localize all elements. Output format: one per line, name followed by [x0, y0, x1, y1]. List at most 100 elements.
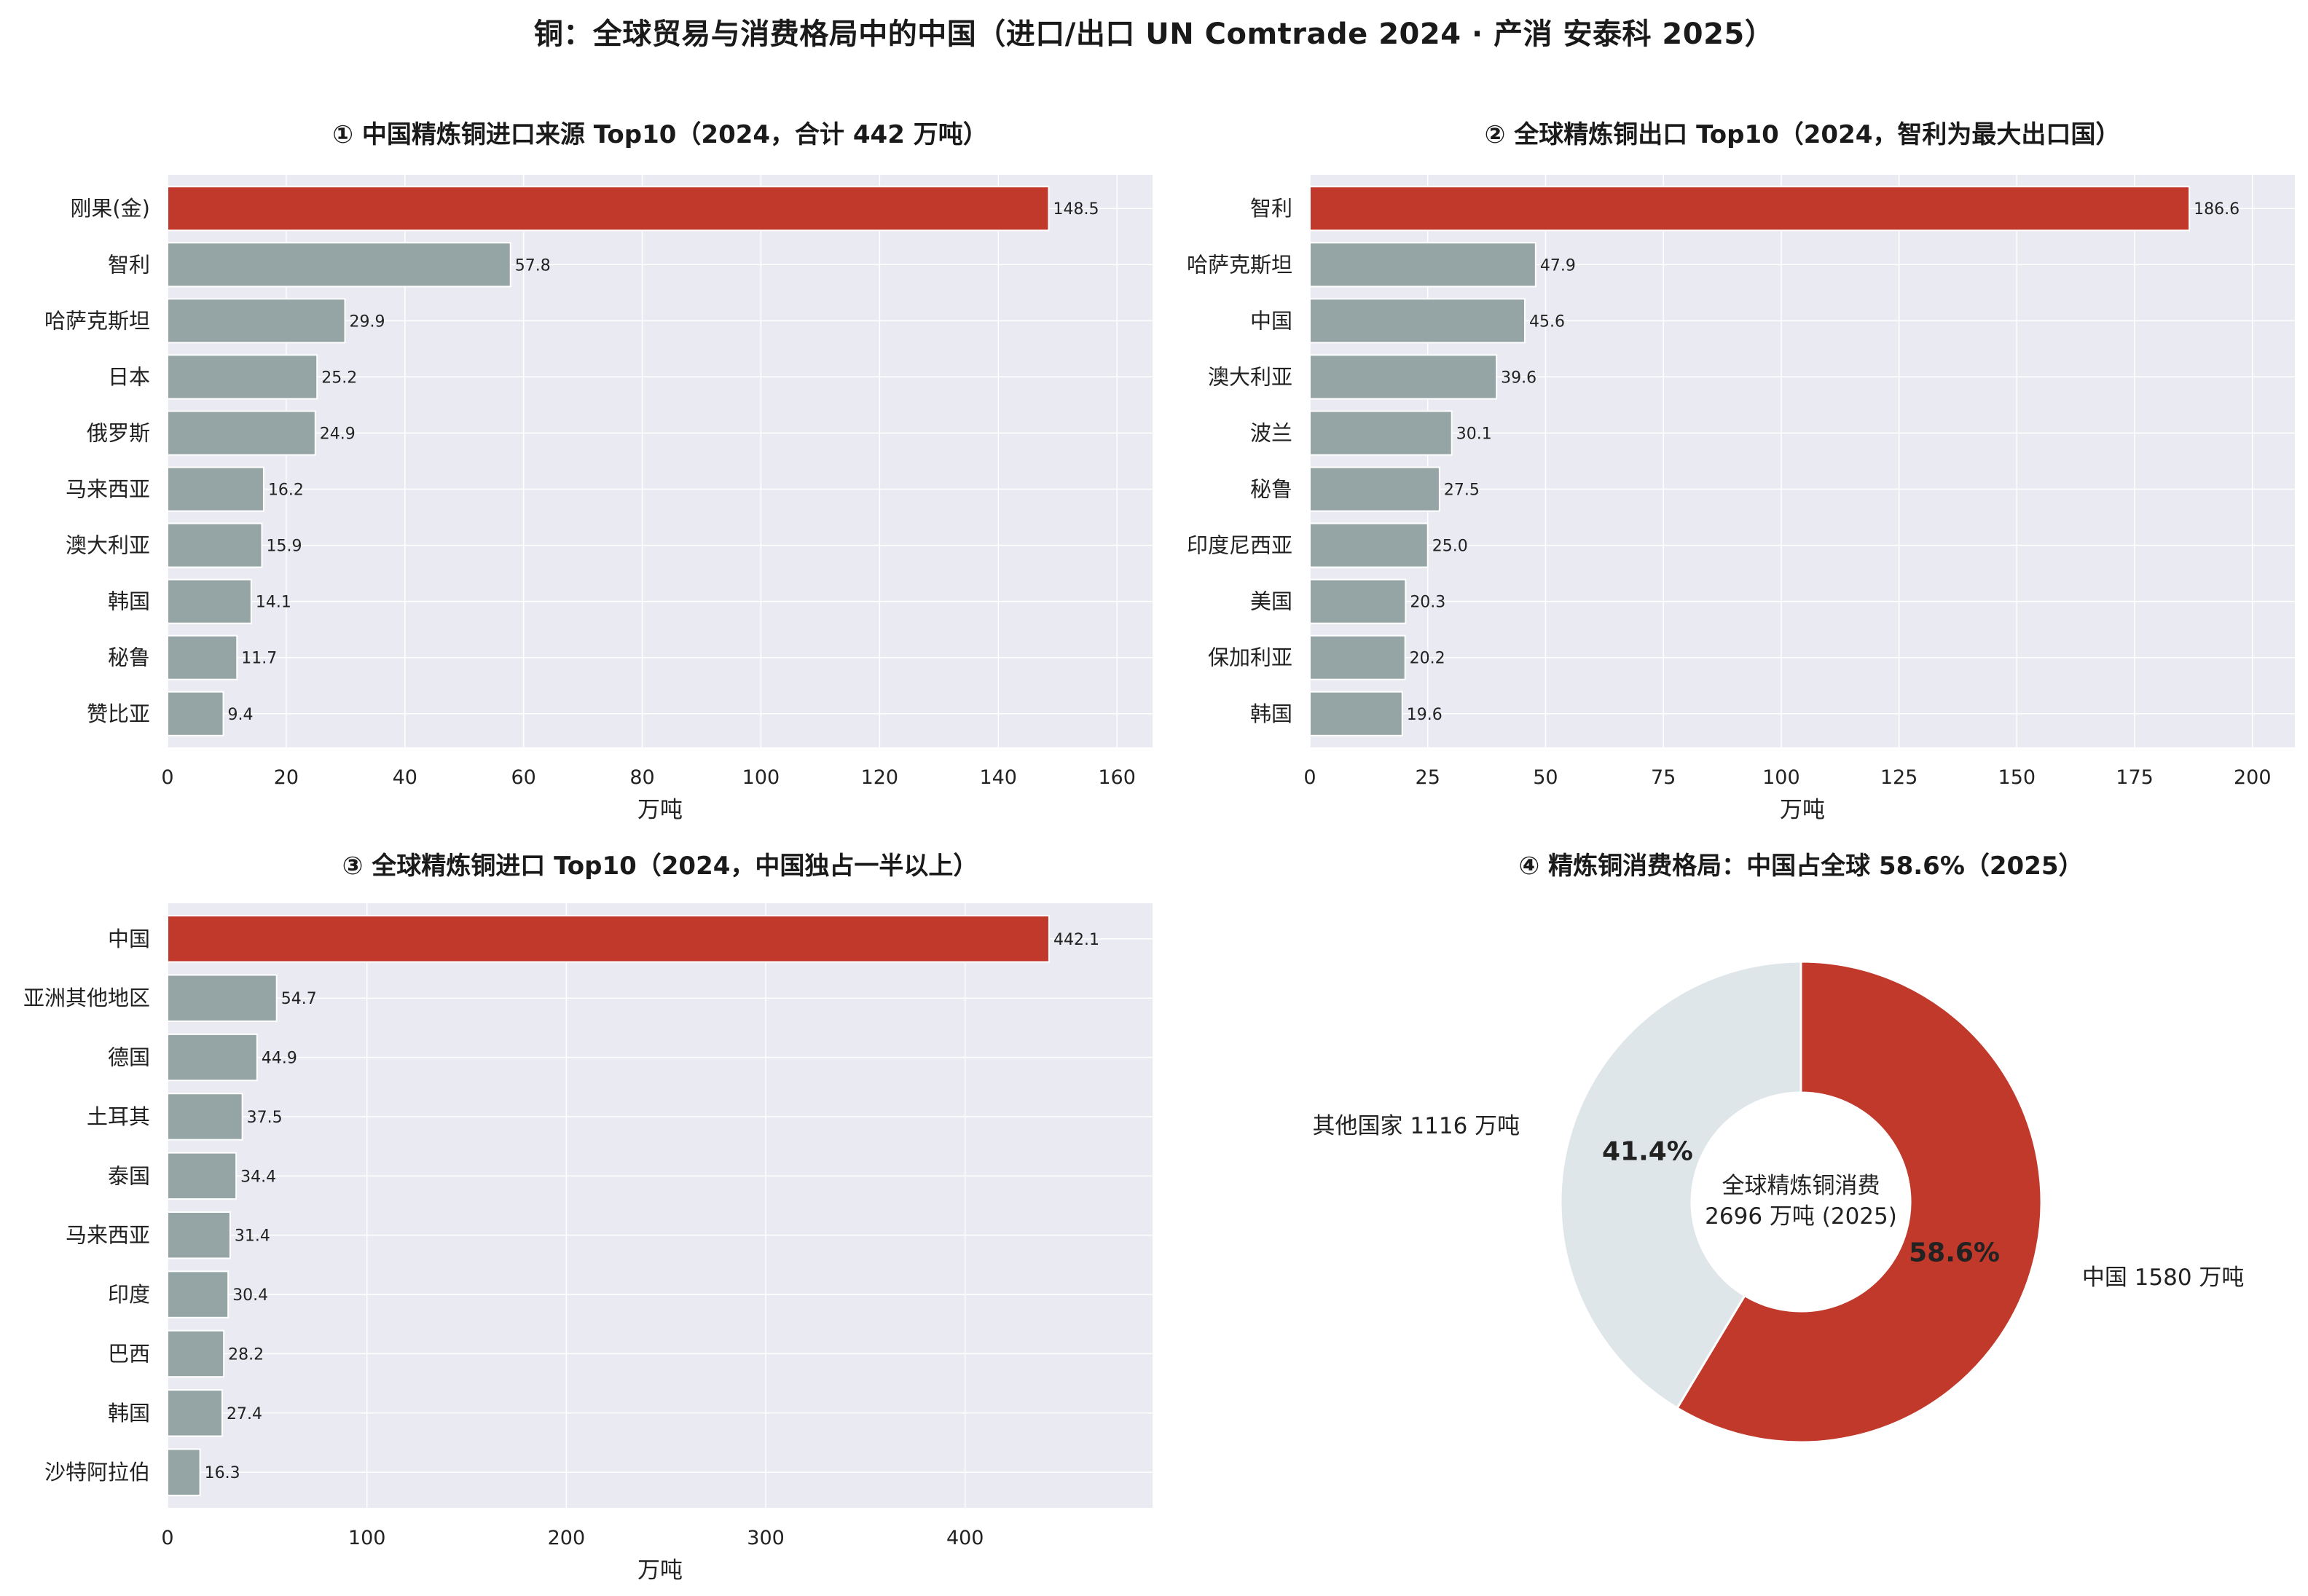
bar-value-label: 39.6: [1501, 369, 1536, 387]
plot-area: [168, 903, 1153, 1508]
bar-value-label: 47.9: [1540, 256, 1576, 275]
bar: [167, 298, 346, 344]
category-label: 澳大利亚: [66, 533, 150, 558]
bar-chart-2: ③ 全球精炼铜进口 Top10（2024，中国独占一半以上） 0 100 200 300…: [23, 852, 1153, 1584]
chart-title: ③ 全球精炼铜进口 Top10（2024，中国独占一半以上）: [342, 852, 978, 881]
donut-center-label: 全球精炼铜消费: [1722, 1173, 1880, 1199]
bar-value-label: 28.2: [228, 1345, 264, 1364]
panel-consumption-donut: ④ 精炼铜消费格局：中国占全球 58.6%（2025） 58.6% 中国 1580 …: [1151, 852, 2308, 1596]
bar-value-label: 20.2: [1410, 650, 1445, 668]
category-label: 智利: [1250, 196, 1292, 221]
bar-value-label: 30.4: [232, 1286, 268, 1305]
category-label: 澳大利亚: [1208, 364, 1292, 389]
bar-value-label: 15.9: [266, 538, 302, 556]
bar: [167, 1270, 229, 1318]
x-tick-label: 50: [1533, 766, 1558, 789]
category-label: 韩国: [108, 1401, 150, 1426]
category-label: 刚果(金): [70, 196, 150, 221]
bar: [167, 186, 1050, 232]
category-label: 土耳其: [87, 1104, 150, 1129]
x-tick-label: 200: [548, 1527, 586, 1549]
bar: [167, 1329, 225, 1378]
x-tick-label: 200: [2234, 766, 2272, 789]
chart-title: ② 全球精炼铜出口 Top10（2024，智利为最大出口国）: [1485, 120, 2121, 149]
x-tick-label: 0: [161, 766, 173, 789]
bar-value-label: 54.7: [281, 990, 317, 1008]
chart-title: ④ 精炼铜消费格局：中国占全球 58.6%（2025）: [1518, 852, 2083, 881]
bar-value-label: 19.6: [1407, 706, 1442, 724]
category-label: 智利: [108, 252, 150, 277]
category-label: 秘鲁: [108, 645, 150, 670]
donut-slice: [1559, 960, 1802, 1410]
bar-value-label: 29.9: [350, 312, 385, 331]
category-label: 巴西: [108, 1341, 150, 1366]
bar: [167, 1093, 243, 1141]
bar-value-label: 30.1: [1456, 425, 1492, 443]
x-tick-label: 400: [946, 1527, 984, 1549]
bar-value-label: 27.5: [1444, 481, 1480, 500]
category-label: 韩国: [108, 589, 150, 614]
panel-china-import-sources: ① 中国精炼铜进口来源 Top10（2024，合计 442 万吨） 0 20 40 60…: [0, 109, 1166, 838]
bar: [1309, 410, 1453, 456]
x-tick-label: 125: [1880, 766, 1918, 789]
category-label: 泰国: [108, 1163, 150, 1188]
category-label: 沙特阿拉伯: [44, 1460, 150, 1485]
x-tick-label: 160: [1098, 766, 1136, 789]
x-tick-label: 100: [1762, 766, 1800, 789]
x-tick-label: 80: [629, 766, 654, 789]
category-label: 马来西亚: [66, 1223, 150, 1248]
x-axis-label: 万吨: [1780, 797, 1825, 823]
bar: [167, 578, 252, 624]
x-tick-label: 60: [511, 766, 535, 789]
bar-value-label: 11.7: [241, 650, 277, 668]
slice-percent-label: 58.6%: [1909, 1238, 2000, 1267]
category-label: 中国: [108, 927, 150, 951]
x-tick-label: 20: [274, 766, 299, 789]
donut-center-label: 2696 万吨 (2025): [1705, 1203, 1897, 1230]
bar-value-label: 37.5: [247, 1109, 283, 1127]
bar-value-label: 44.9: [262, 1050, 297, 1068]
bar: [1309, 298, 1526, 344]
bar-chart-1: ② 全球精炼铜出口 Top10（2024，智利为最大出口国） 0 25 50 75 100…: [1187, 120, 2295, 823]
slice-label: 其他国家 1116 万吨: [1313, 1113, 1520, 1139]
x-axis-label: 万吨: [637, 1557, 683, 1584]
bar: [1309, 634, 1406, 680]
bar-value-label: 16.2: [268, 481, 304, 500]
bar: [167, 1033, 258, 1082]
bar-value-label: 14.1: [256, 594, 291, 612]
category-label: 德国: [108, 1045, 150, 1070]
bar: [167, 634, 238, 680]
category-label: 韩国: [1250, 701, 1292, 726]
slice-label: 中国 1580 万吨: [2082, 1265, 2245, 1291]
bar: [167, 691, 224, 736]
category-label: 中国: [1250, 308, 1292, 333]
category-label: 波兰: [1250, 420, 1292, 445]
bar: [1309, 522, 1429, 568]
category-label: 哈萨克斯坦: [44, 308, 150, 333]
bar: [167, 410, 316, 456]
panel-global-export-top10: ② 全球精炼铜出口 Top10（2024，智利为最大出口国） 0 25 50 75 100…: [1151, 109, 2308, 838]
category-label: 秘鲁: [1250, 477, 1292, 502]
bar-value-label: 27.4: [227, 1405, 262, 1423]
panel-global-import-top10: ③ 全球精炼铜进口 Top10（2024，中国独占一半以上） 0 100 200 300…: [0, 852, 1166, 1596]
bar: [167, 522, 263, 568]
bar-value-label: 9.4: [228, 706, 254, 724]
bar: [167, 466, 264, 512]
bar: [1309, 186, 2191, 232]
bar: [167, 1389, 223, 1437]
bar-value-label: 45.6: [1529, 312, 1565, 331]
category-label: 印度: [108, 1282, 150, 1307]
category-label: 日本: [108, 364, 150, 389]
bar-value-label: 16.3: [205, 1464, 240, 1482]
bar-value-label: 442.1: [1053, 931, 1099, 949]
x-tick-label: 75: [1651, 766, 1676, 789]
bar-chart-0: ① 中国精炼铜进口来源 Top10（2024，合计 442 万吨） 0 20 40 60…: [44, 120, 1153, 823]
donut-chart: ④ 精炼铜消费格局：中国占全球 58.6%（2025） 58.6% 中国 1580 …: [1313, 852, 2245, 1444]
bar-value-label: 57.8: [515, 256, 551, 275]
bar: [1309, 691, 1403, 736]
category-label: 哈萨克斯坦: [1187, 252, 1292, 277]
bar-value-label: 25.0: [1432, 538, 1468, 556]
x-tick-label: 120: [861, 766, 899, 789]
bar-value-label: 186.6: [2194, 200, 2240, 219]
bar: [167, 915, 1050, 963]
